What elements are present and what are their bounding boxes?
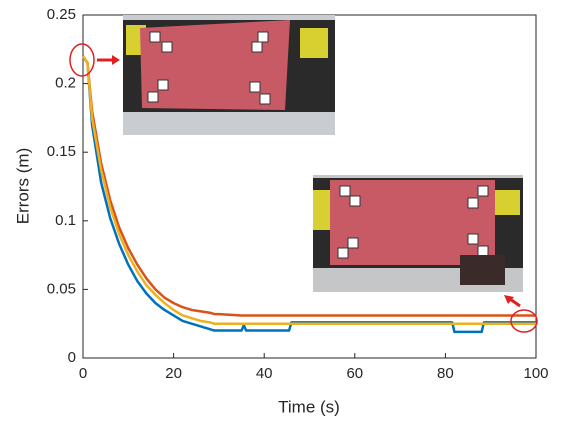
x-tick-label: 100 xyxy=(523,365,548,382)
x-tick-label: 20 xyxy=(165,365,182,382)
plot xyxy=(81,55,536,334)
line-series xyxy=(81,55,536,334)
y-tick-label: 0.25 xyxy=(47,6,76,23)
x-tick-label: 0 xyxy=(79,365,87,382)
line-series xyxy=(81,55,536,325)
line-series xyxy=(81,55,536,317)
y-tick-label: 0.15 xyxy=(47,143,76,160)
y-tick-label: 0 xyxy=(68,349,76,366)
y-tick-label: 0.2 xyxy=(55,75,76,92)
y-axis-title: Errors (m) xyxy=(13,148,32,224)
x-tick-label: 80 xyxy=(437,365,454,382)
x-axis-title: Time (s) xyxy=(278,397,340,416)
inset-photo xyxy=(123,15,335,135)
x-tick-label: 40 xyxy=(256,365,273,382)
y-tick-label: 0.1 xyxy=(55,212,76,229)
x-tick-label: 60 xyxy=(346,365,363,382)
y-tick-label: 0.05 xyxy=(47,280,76,297)
highlight-circle xyxy=(510,309,538,333)
arrow-head xyxy=(112,55,120,65)
arrow xyxy=(509,297,521,308)
highlight-circle xyxy=(69,43,95,77)
arrow-head xyxy=(504,295,514,304)
inset-photo xyxy=(313,175,523,292)
